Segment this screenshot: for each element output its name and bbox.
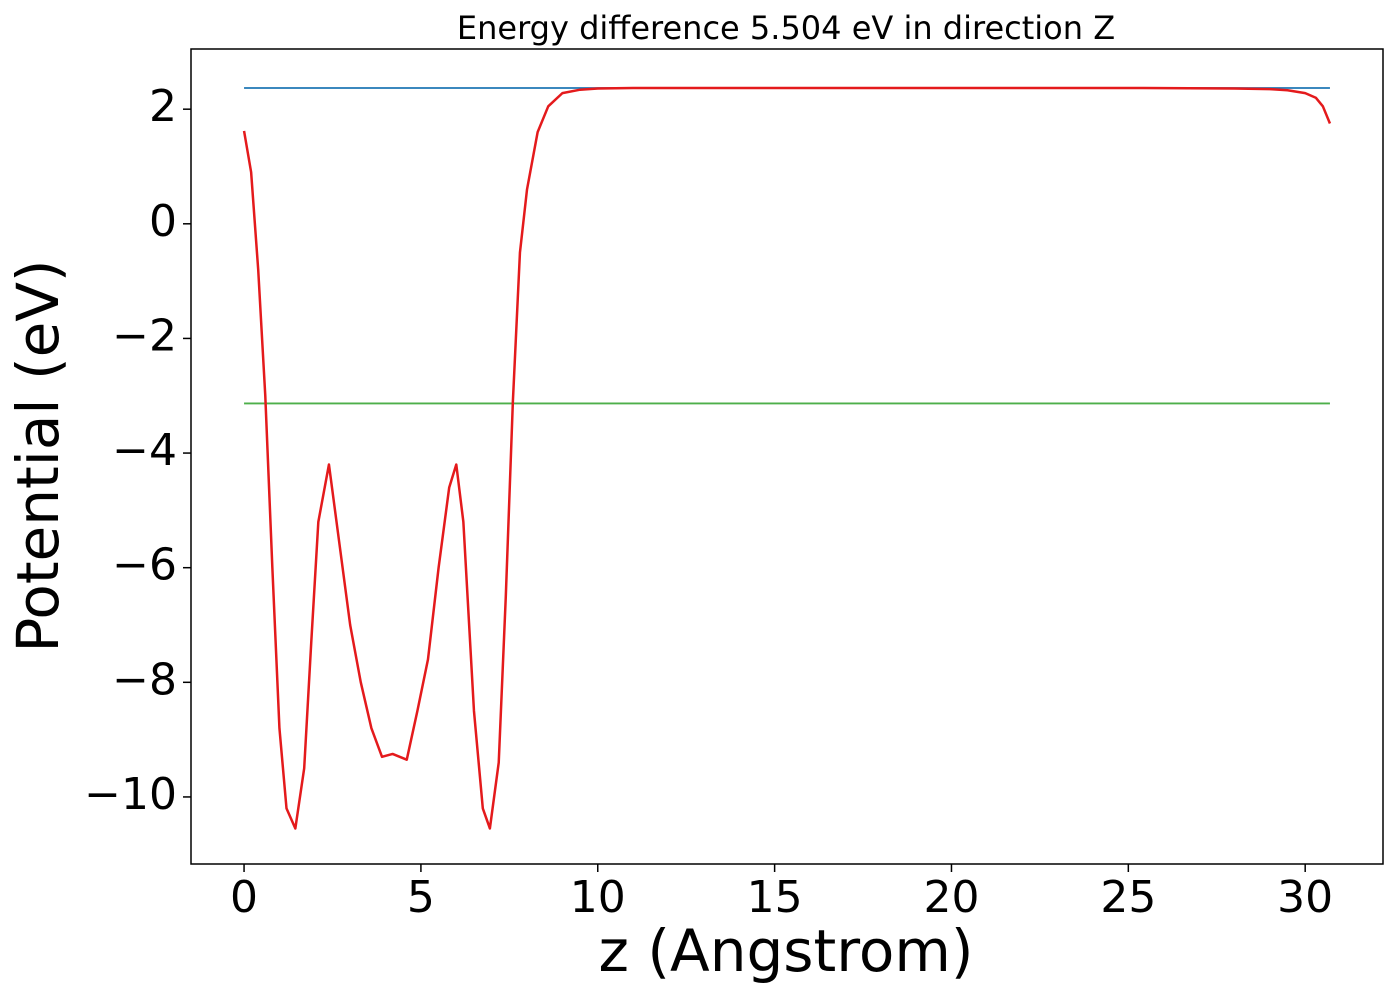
chart-title: Energy difference 5.504 eV in direction … bbox=[457, 9, 1115, 47]
x-tick-label: 15 bbox=[747, 872, 803, 923]
y-tick-label: −4 bbox=[112, 425, 177, 476]
line-series bbox=[242, 86, 1332, 830]
x-tick-label: 5 bbox=[407, 872, 435, 923]
y-tick-label: −2 bbox=[112, 310, 177, 361]
x-tick-label: 20 bbox=[923, 872, 979, 923]
x-tick-label: 10 bbox=[570, 872, 626, 923]
y-tick-label: 2 bbox=[149, 81, 177, 132]
x-tick-label: 30 bbox=[1277, 872, 1333, 923]
y-tick-label: −8 bbox=[112, 654, 177, 705]
y-tick-label: −10 bbox=[84, 769, 177, 820]
y-tick-label: −6 bbox=[112, 540, 177, 591]
x-tick-label: 25 bbox=[1100, 872, 1156, 923]
x-tick-label: 0 bbox=[230, 872, 258, 923]
y-axis-label: Potential (eV) bbox=[4, 259, 72, 652]
x-axis-label: z (Angstrom) bbox=[599, 917, 974, 985]
plot-frame bbox=[190, 48, 1384, 865]
y-tick-label: 0 bbox=[149, 196, 177, 247]
